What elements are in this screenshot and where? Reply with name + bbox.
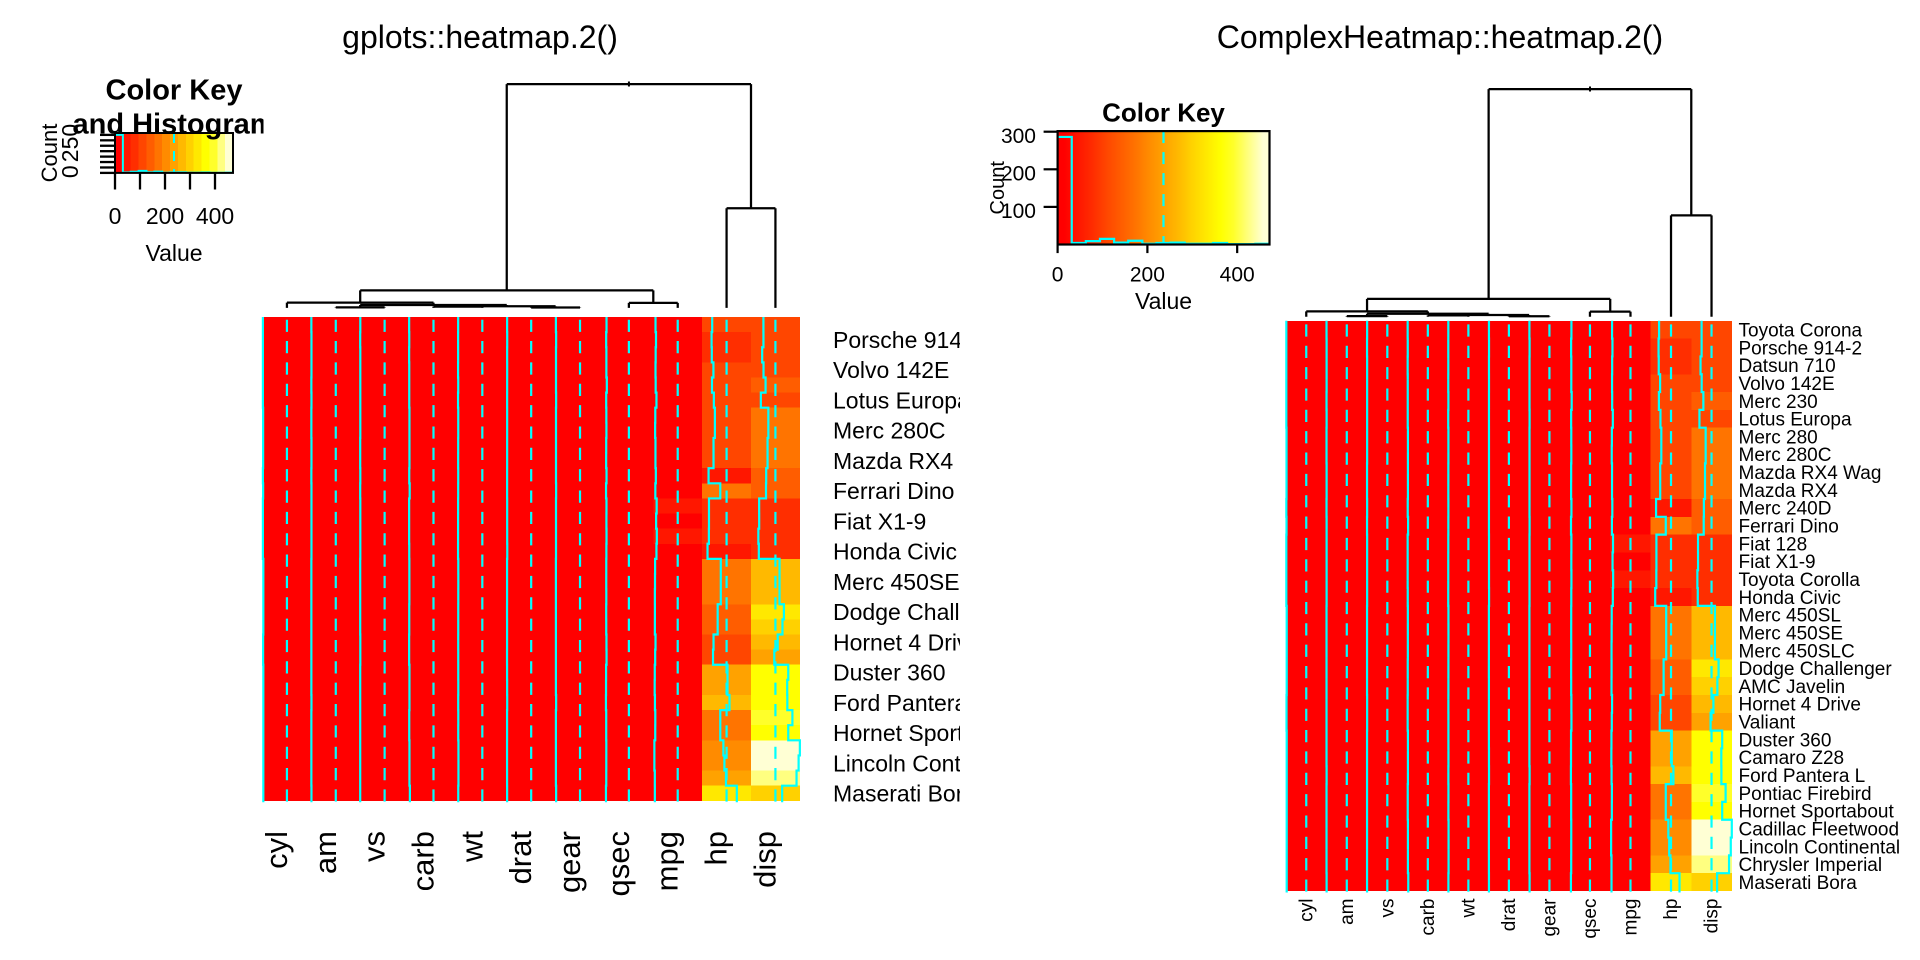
svg-text:400: 400 — [196, 203, 234, 229]
svg-text:Merc 450SE: Merc 450SE — [833, 569, 960, 595]
svg-text:qsec: qsec — [601, 831, 636, 896]
svg-text:Mazda RX4: Mazda RX4 — [833, 448, 953, 474]
svg-text:Merc 240D: Merc 240D — [1739, 499, 1832, 520]
svg-text:Hornet Sportabout: Hornet Sportabout — [1739, 802, 1895, 823]
svg-text:Count: Count — [987, 161, 1009, 215]
svg-text:Ferrari Dino: Ferrari Dino — [1739, 517, 1839, 538]
svg-text:400: 400 — [1220, 264, 1255, 287]
svg-text:Duster 360: Duster 360 — [1739, 730, 1832, 751]
svg-text:hp: hp — [699, 831, 734, 865]
svg-text:Lincoln Continental: Lincoln Continental — [833, 750, 1029, 776]
svg-text:Value: Value — [1135, 288, 1192, 314]
svg-text:Fiat X1-9: Fiat X1-9 — [1739, 552, 1816, 573]
svg-text:Color Key: Color Key — [1102, 98, 1225, 128]
svg-text:am: am — [308, 831, 343, 874]
svg-text:Duster 360: Duster 360 — [833, 660, 946, 686]
svg-text:Camaro Z28: Camaro Z28 — [1739, 748, 1845, 769]
svg-text:Merc 230: Merc 230 — [1739, 392, 1818, 413]
svg-text:hp: hp — [1661, 899, 1682, 920]
svg-text:Mazda RX4 Wag: Mazda RX4 Wag — [1739, 463, 1882, 484]
svg-text:200: 200 — [1001, 163, 1036, 186]
svg-text:Merc 450SLC: Merc 450SLC — [1739, 641, 1855, 662]
svg-text:0: 0 — [1052, 264, 1064, 287]
svg-text:0: 0 — [57, 165, 83, 178]
svg-text:Value: Value — [145, 240, 202, 266]
svg-text:Lincoln Continental: Lincoln Continental — [1739, 837, 1901, 858]
svg-text:Fiat 128: Fiat 128 — [1739, 534, 1808, 555]
svg-text:gear: gear — [1539, 898, 1560, 937]
svg-text:Ford Pantera L: Ford Pantera L — [1739, 766, 1866, 787]
svg-text:Ford Pantera L: Ford Pantera L — [833, 690, 987, 716]
svg-text:Mazda RX4: Mazda RX4 — [1739, 481, 1839, 502]
svg-text:Lotus Europa: Lotus Europa — [833, 387, 970, 413]
svg-text:drat: drat — [503, 831, 538, 885]
svg-text:Dodge Challenger: Dodge Challenger — [1739, 659, 1893, 680]
svg-text:Count: Count — [37, 124, 62, 183]
svg-text:AMC Javelin: AMC Javelin — [1739, 677, 1846, 698]
svg-text:Pontiac Firebird: Pontiac Firebird — [1739, 784, 1872, 805]
svg-text:Porsche 914-2: Porsche 914-2 — [833, 327, 983, 353]
svg-text:wt: wt — [1458, 898, 1479, 919]
svg-text:Color Key: Color Key — [106, 74, 243, 106]
svg-text:Honda Civic: Honda Civic — [833, 539, 957, 565]
svg-text:qsec: qsec — [1580, 899, 1601, 939]
svg-text:wt: wt — [454, 831, 489, 863]
svg-text:drat: drat — [1499, 898, 1520, 931]
svg-text:mpg: mpg — [1620, 899, 1641, 936]
svg-text:Ferrari Dino: Ferrari Dino — [833, 478, 954, 504]
svg-text:Valiant: Valiant — [1739, 713, 1796, 734]
svg-text:Chrysler Imperial: Chrysler Imperial — [1739, 855, 1883, 876]
svg-text:Honda Civic: Honda Civic — [1739, 588, 1841, 609]
svg-text:Fiat X1-9: Fiat X1-9 — [833, 508, 926, 534]
svg-text:250: 250 — [57, 124, 83, 162]
svg-text:Volvo 142E: Volvo 142E — [1739, 374, 1835, 395]
svg-text:Hornet 4 Drive: Hornet 4 Drive — [833, 629, 981, 655]
svg-text:Hornet 4 Drive: Hornet 4 Drive — [1739, 695, 1862, 716]
svg-text:Merc 280C: Merc 280C — [833, 418, 945, 444]
svg-text:carb: carb — [405, 831, 440, 891]
svg-text:mpg: mpg — [650, 831, 685, 891]
svg-text:gplots::heatmap.2(): gplots::heatmap.2() — [342, 19, 618, 55]
svg-text:gear: gear — [552, 831, 587, 893]
svg-text:am: am — [1337, 899, 1358, 925]
svg-text:Merc 450SE: Merc 450SE — [1739, 623, 1844, 644]
svg-text:Datsun 710: Datsun 710 — [1739, 356, 1836, 377]
svg-text:Toyota Corolla: Toyota Corolla — [1739, 570, 1861, 591]
svg-text:Merc 280: Merc 280 — [1739, 427, 1818, 448]
svg-text:Cadillac Fleetwood: Cadillac Fleetwood — [1739, 819, 1900, 840]
svg-text:cyl: cyl — [1296, 899, 1317, 922]
svg-text:vs: vs — [357, 831, 392, 862]
svg-text:disp: disp — [1702, 899, 1723, 934]
svg-text:300: 300 — [1001, 125, 1036, 148]
svg-text:Porsche 914-2: Porsche 914-2 — [1739, 338, 1863, 359]
svg-text:cyl: cyl — [259, 831, 294, 869]
svg-text:0: 0 — [109, 203, 122, 229]
svg-text:Toyota Corona: Toyota Corona — [1739, 321, 1863, 342]
svg-text:ComplexHeatmap::heatmap.2(): ComplexHeatmap::heatmap.2() — [1217, 19, 1663, 55]
svg-text:100: 100 — [1001, 200, 1036, 223]
svg-text:disp: disp — [747, 831, 782, 888]
svg-text:Volvo 142E: Volvo 142E — [833, 357, 949, 383]
svg-text:Hornet Sportabout: Hornet Sportabout — [833, 720, 1022, 746]
svg-text:vs: vs — [1377, 899, 1398, 918]
svg-text:Merc 280C: Merc 280C — [1739, 445, 1832, 466]
svg-text:Maserati Bora: Maserati Bora — [833, 781, 976, 807]
svg-text:Maserati Bora: Maserati Bora — [1739, 873, 1858, 894]
svg-text:200: 200 — [1130, 264, 1165, 287]
svg-text:Dodge Challenger: Dodge Challenger — [833, 599, 1019, 625]
svg-text:200: 200 — [146, 203, 184, 229]
svg-text:carb: carb — [1418, 899, 1439, 936]
svg-text:Lotus Europa: Lotus Europa — [1739, 410, 1852, 431]
svg-text:Merc 450SL: Merc 450SL — [1739, 606, 1841, 627]
